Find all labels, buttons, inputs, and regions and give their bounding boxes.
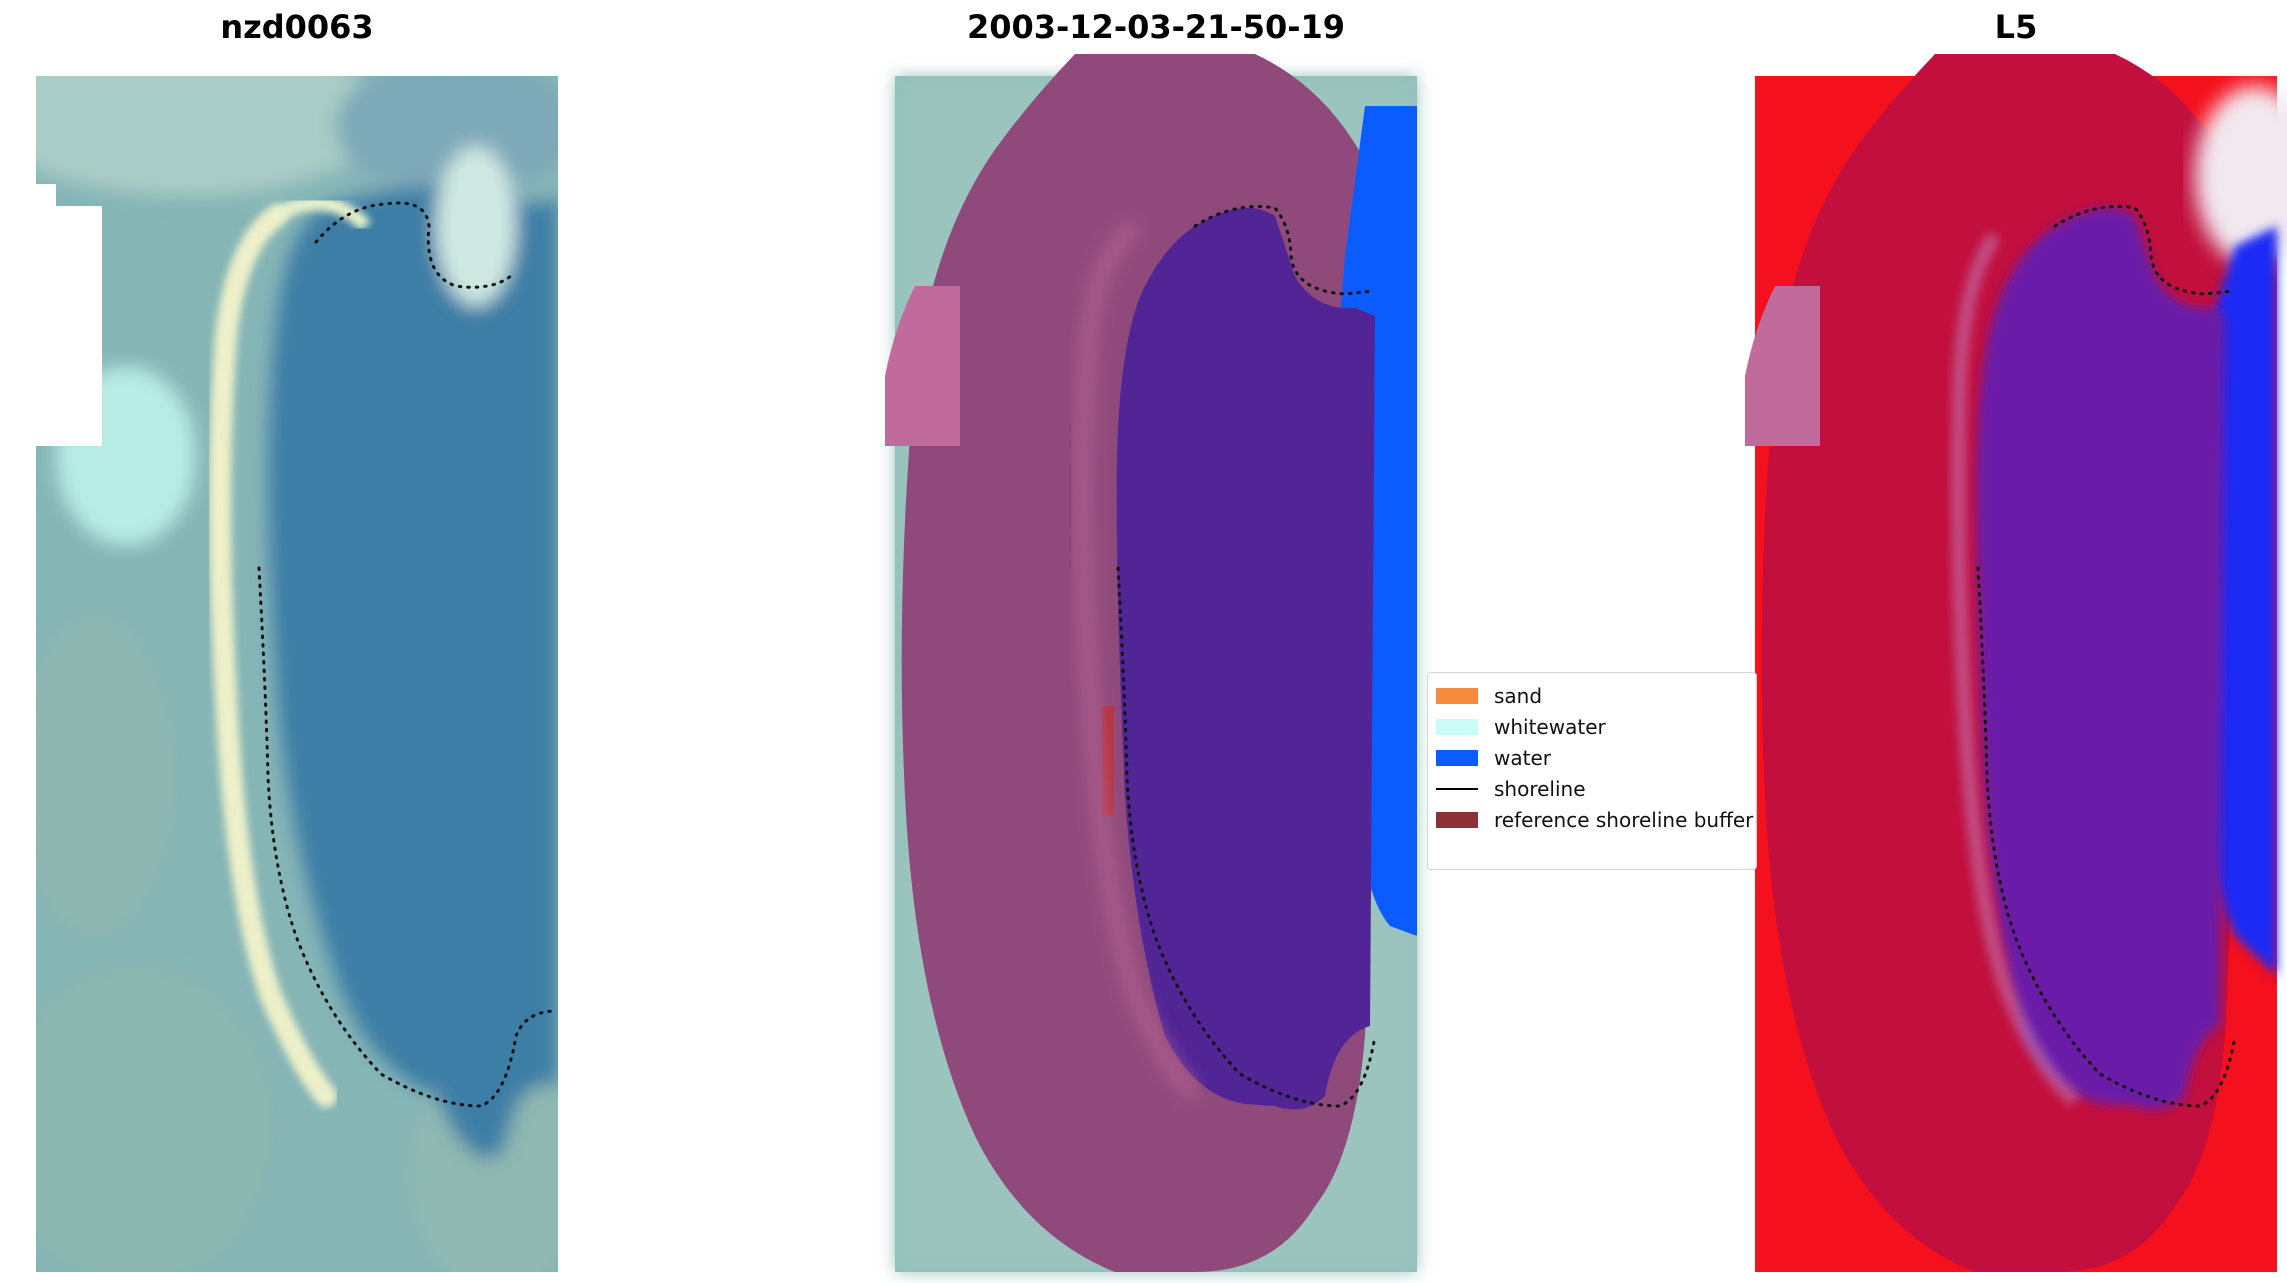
legend-swatch-sand [1436, 688, 1478, 704]
legend-swatch-shoreline [1436, 788, 1478, 790]
legend-label-shoreline: shoreline [1494, 777, 1586, 801]
legend-label-water: water [1494, 746, 1551, 770]
legend-label-sand: sand [1494, 684, 1543, 708]
panel-title-band: L5 [1994, 8, 2038, 46]
classified-image-panel [885, 54, 1417, 1272]
legend-item-shoreline: shoreline [1436, 776, 1586, 802]
legend-label-reference-buffer: reference shoreline buffer [1494, 808, 1754, 832]
legend-item-sand: sand [1436, 683, 1542, 709]
panel-title-classified: 2003-12-03-21-50-19 [966, 8, 1346, 46]
legend-swatch-whitewater [1436, 719, 1478, 735]
legend-swatch-reference-buffer [1436, 812, 1478, 828]
legend-item-whitewater: whitewater [1436, 714, 1606, 740]
legend-label-whitewater: whitewater [1494, 715, 1606, 739]
panel-title-rgb: nzd0063 [220, 8, 374, 46]
rgb-image-panel [36, 76, 558, 1272]
legend-item-water: water [1436, 745, 1551, 771]
legend-swatch-water [1436, 750, 1478, 766]
legend-item-reference-buffer: reference shoreline buffer [1436, 807, 1753, 833]
classification-legend: sand whitewater water shoreline referenc… [1427, 672, 1757, 870]
band-image-panel [1745, 54, 2287, 1272]
